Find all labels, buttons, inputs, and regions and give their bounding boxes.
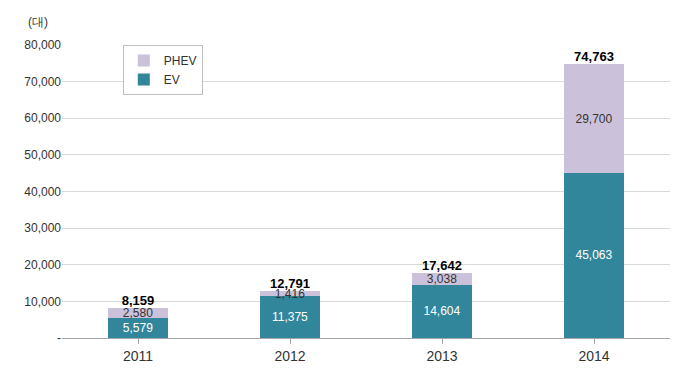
svg-text:2014: 2014 (578, 348, 609, 364)
svg-text:60,000: 60,000 (24, 111, 61, 125)
svg-text:2,580: 2,580 (123, 306, 153, 320)
svg-text:5,579: 5,579 (123, 321, 153, 335)
svg-text:50,000: 50,000 (24, 148, 61, 162)
svg-text:11,375: 11,375 (272, 310, 308, 324)
svg-text:14,604: 14,604 (423, 304, 460, 318)
svg-text:80,000: 80,000 (24, 38, 61, 52)
svg-text:(대): (대) (28, 15, 48, 29)
svg-text:8,159: 8,159 (122, 293, 155, 308)
svg-text:-: - (57, 331, 61, 345)
svg-text:1,416: 1,416 (275, 287, 305, 301)
svg-text:2013: 2013 (426, 348, 457, 364)
svg-text:30,000: 30,000 (24, 221, 61, 235)
svg-text:29,700: 29,700 (575, 112, 612, 126)
svg-text:EV: EV (164, 73, 180, 87)
svg-text:2012: 2012 (274, 348, 305, 364)
svg-text:17,642: 17,642 (422, 258, 462, 273)
svg-text:2011: 2011 (123, 348, 153, 364)
svg-text:PHEV: PHEV (164, 54, 197, 68)
svg-text:3,038: 3,038 (427, 272, 457, 286)
svg-text:10,000: 10,000 (24, 295, 61, 309)
svg-text:45,063: 45,063 (575, 248, 612, 262)
svg-text:74,763: 74,763 (574, 49, 614, 64)
svg-text:12,791: 12,791 (270, 276, 310, 291)
svg-text:40,000: 40,000 (24, 185, 61, 199)
svg-text:20,000: 20,000 (24, 258, 61, 272)
svg-text:70,000: 70,000 (24, 75, 61, 89)
